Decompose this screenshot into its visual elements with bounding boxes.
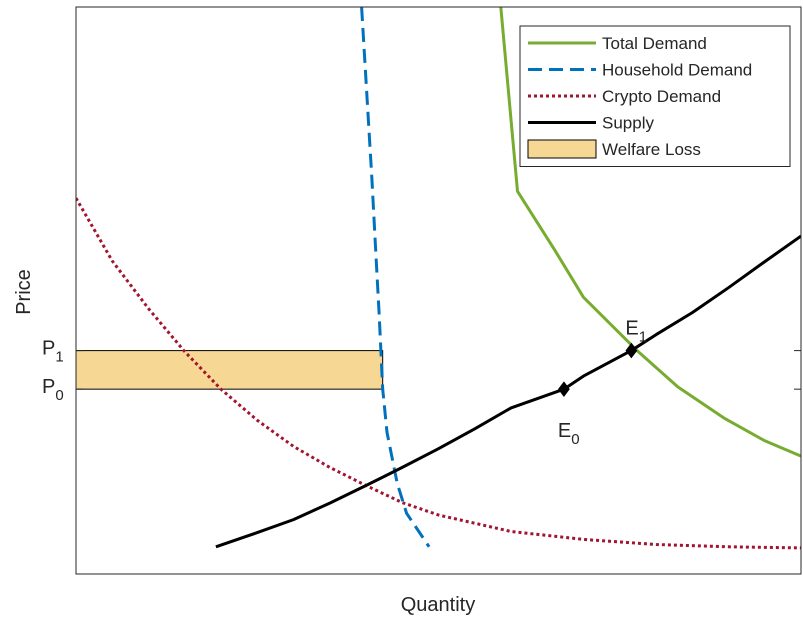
plot-frame <box>75 6 802 575</box>
equilibrium-e0-label: E0 <box>558 420 580 448</box>
welfare-loss-area <box>75 350 384 390</box>
legend-swatch-welfare-loss <box>527 139 597 159</box>
legend-label-total-demand: Total Demand <box>602 34 707 53</box>
equilibrium-e1-marker <box>625 342 638 359</box>
legend-label-supply: Supply <box>602 114 654 133</box>
legend-label-crypto-demand: Crypto Demand <box>602 87 721 106</box>
y-axis-label: Price <box>13 269 35 315</box>
y-tick-label-p1: P1 <box>42 338 64 366</box>
legend-label-household-demand: Household Demand <box>602 61 752 80</box>
legend-label-welfare-loss: Welfare Loss <box>602 140 701 159</box>
y-tick-label-p0: P0 <box>42 376 64 404</box>
x-axis-label: Quantity <box>401 594 475 616</box>
equilibrium-e1-label: E1 <box>625 318 647 346</box>
household-demand-line <box>360 7 431 548</box>
supply-line <box>215 234 801 549</box>
equilibrium-e0-marker <box>558 381 570 397</box>
